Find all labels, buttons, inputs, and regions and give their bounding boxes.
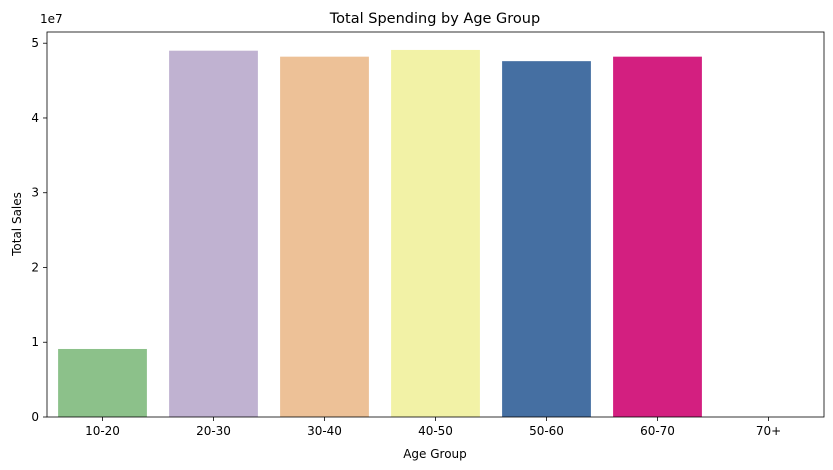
y-offset-label: 1e7 (40, 12, 63, 26)
bar-40-50 (391, 49, 480, 418)
y-tick-label: 2 (31, 260, 39, 274)
bar-30-40 (280, 56, 369, 418)
x-tick-label: 70+ (756, 424, 781, 438)
x-axis-label: Age Group (403, 447, 467, 461)
x-tick-label: 10-20 (85, 424, 120, 438)
bar-50-60 (502, 61, 591, 418)
y-axis-label: Total Sales (10, 192, 24, 257)
x-tick-label: 50-60 (529, 424, 564, 438)
x-tick-label: 20-30 (196, 424, 231, 438)
chart-title: Total Spending by Age Group (329, 11, 540, 27)
bar-60-70 (613, 56, 702, 418)
y-tick-label: 5 (31, 36, 39, 50)
x-tick-label: 40-50 (418, 424, 453, 438)
bar-10-20 (58, 348, 147, 417)
x-tick-label: 30-40 (307, 424, 342, 438)
y-tick-label: 1 (31, 335, 39, 349)
bar-20-30 (169, 50, 258, 417)
y-tick-label: 0 (31, 410, 39, 424)
plot-frame (46, 31, 825, 418)
x-tick-label: 60-70 (640, 424, 675, 438)
y-tick-label: 4 (31, 111, 39, 125)
y-tick-label: 3 (31, 186, 39, 200)
